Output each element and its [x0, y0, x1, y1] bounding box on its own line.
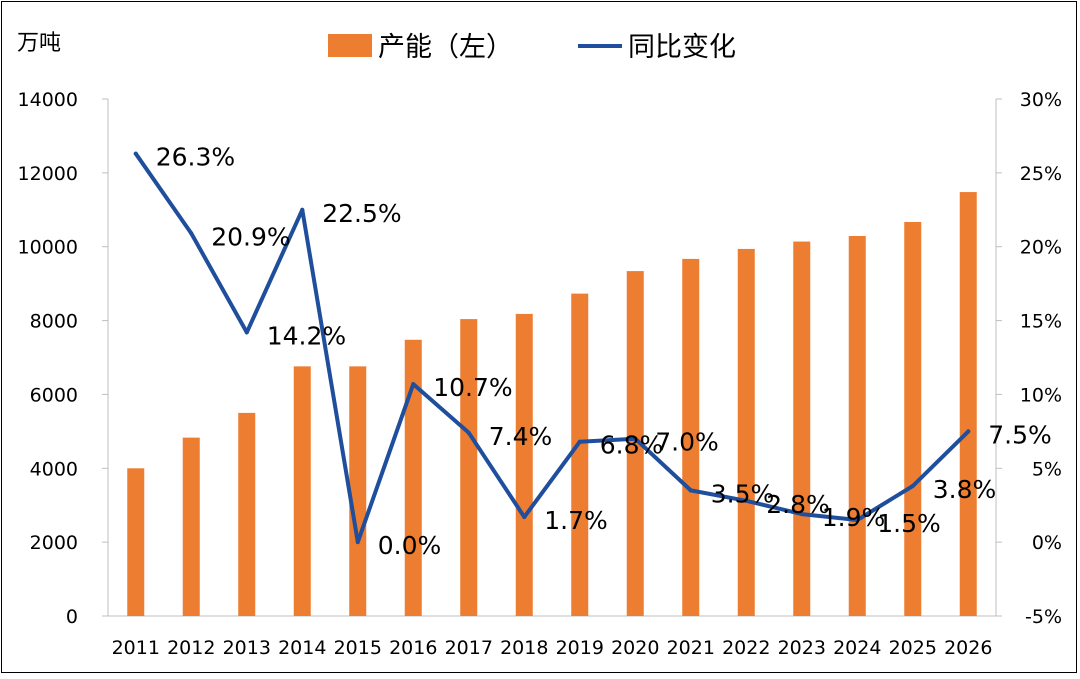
x-tick-label: 2024 — [833, 637, 881, 659]
yoy-series-line — [133, 151, 971, 545]
left-tick-label: 4000 — [30, 458, 78, 480]
right-tick-label: 25% — [1020, 163, 1062, 185]
right-tick-label: 0% — [1032, 532, 1062, 554]
yoy-data-label-2022: 2.8% — [766, 490, 830, 519]
right-tick-label: 10% — [1020, 384, 1062, 406]
yoy-point-2012 — [189, 231, 194, 236]
yoy-point-2021 — [688, 488, 693, 493]
right-tick-label: 5% — [1032, 458, 1062, 480]
x-tick-label: 2016 — [389, 637, 437, 659]
right-tick-label: -5% — [1025, 606, 1062, 628]
yoy-data-label-2026: 7.5% — [988, 420, 1052, 449]
yoy-data-label-2014: 22.5% — [322, 199, 401, 228]
legend-label-capacity: 产能（左） — [378, 32, 513, 63]
left-tick-label: 8000 — [30, 311, 78, 333]
right-tick-label: 20% — [1020, 237, 1062, 259]
bar-capacity-2015 — [349, 366, 367, 616]
yoy-data-label-2013: 14.2% — [267, 321, 346, 350]
yoy-point-2024 — [855, 517, 860, 522]
left-tick-label: 12000 — [18, 163, 78, 185]
yoy-point-2020 — [633, 436, 638, 441]
axes: 0 2000 4000 6000 8000 10000 12000 14000 -5% 0% 5% 1… — [18, 89, 1062, 628]
legend-label-yoy: 同比变化 — [628, 32, 736, 63]
yoy-point-2013 — [244, 330, 249, 335]
yoy-point-2016 — [411, 382, 416, 387]
yoy-point-2023 — [799, 512, 804, 517]
x-tick-label: 2020 — [611, 637, 659, 659]
yoy-data-label-2023: 1.9% — [822, 503, 886, 532]
yoy-data-label-2017: 7.4% — [489, 422, 553, 451]
right-tick-label: 30% — [1020, 89, 1062, 111]
x-tick-label: 2021 — [667, 637, 715, 659]
yoy-data-label-2012: 20.9% — [211, 222, 290, 251]
bar-capacity-2016 — [404, 339, 422, 616]
bar-capacity-2022 — [737, 248, 755, 616]
x-tick-label: 2018 — [500, 637, 548, 659]
x-tick-label: 2025 — [889, 637, 937, 659]
yoy-data-label-2021: 3.5% — [711, 479, 775, 508]
yoy-data-label-2018: 1.7% — [544, 506, 608, 535]
bar-capacity-2013 — [238, 412, 256, 616]
bar-capacity-2021 — [682, 258, 700, 616]
left-tick-label: 2000 — [30, 532, 78, 554]
bar-capacity-2017 — [460, 319, 478, 616]
bar-capacity-2026 — [959, 192, 977, 616]
yoy-point-2014 — [300, 207, 305, 212]
bar-capacity-2019 — [571, 293, 589, 616]
x-tick-label: 2014 — [278, 637, 326, 659]
left-tick-label: 10000 — [18, 237, 78, 259]
right-tick-label: 15% — [1020, 311, 1062, 333]
left-tick-label: 14000 — [18, 89, 78, 111]
x-tick-label: 2017 — [445, 637, 493, 659]
yoy-point-2018 — [522, 515, 527, 520]
left-tick-label: 0 — [66, 606, 78, 628]
yoy-data-label-2016: 10.7% — [433, 373, 512, 402]
x-tick-labels: 2011 2012 2013 2014 2015 2016 2017 2018 2019 2020… — [112, 637, 993, 659]
bar-capacity-2025 — [904, 221, 922, 616]
yoy-point-2015 — [355, 540, 360, 545]
yoy-line — [133, 151, 971, 545]
x-tick-label: 2023 — [778, 637, 826, 659]
x-tick-label: 2013 — [223, 637, 271, 659]
bar-capacity-2023 — [793, 241, 811, 616]
yoy-point-2025 — [910, 484, 915, 489]
bar-capacity-2020 — [626, 271, 644, 616]
yoy-point-2011 — [133, 151, 138, 156]
yoy-point-2017 — [466, 430, 471, 435]
bar-capacity-2024 — [848, 236, 866, 616]
bar-capacity-2011 — [127, 468, 145, 616]
left-axis-unit: 万吨 — [17, 31, 61, 56]
yoy-data-label-2011: 26.3% — [156, 143, 235, 172]
yoy-data-label-2020: 7.0% — [655, 428, 719, 457]
bar-capacity-2012 — [182, 437, 200, 616]
yoy-point-2026 — [966, 429, 971, 434]
bar-capacity-2018 — [515, 313, 533, 616]
x-tick-label: 2022 — [722, 637, 770, 659]
legend-swatch-capacity — [328, 34, 372, 57]
yoy-data-label-2024: 1.5% — [877, 509, 941, 538]
yoy-data-label-2019: 6.8% — [600, 431, 664, 460]
x-tick-label: 2011 — [112, 637, 160, 659]
x-tick-label: 2026 — [944, 637, 992, 659]
data-labels: 26.3% 20.9% 14.2% 22.5% 0.0% 10.7% 7.4% 1.7% 6.8… — [156, 143, 1052, 560]
yoy-data-label-2015: 0.0% — [378, 531, 442, 560]
x-tick-label: 2019 — [556, 637, 604, 659]
yoy-point-2019 — [577, 439, 582, 444]
bar-capacity-2014 — [293, 366, 311, 616]
yoy-point-2022 — [744, 498, 749, 503]
bars — [127, 192, 977, 616]
x-tick-label: 2012 — [167, 637, 215, 659]
x-tick-label: 2015 — [334, 637, 382, 659]
left-tick-label: 6000 — [30, 384, 78, 406]
legend: 产能（左） 同比变化 — [328, 32, 736, 63]
yoy-data-label-2025: 3.8% — [933, 475, 997, 504]
